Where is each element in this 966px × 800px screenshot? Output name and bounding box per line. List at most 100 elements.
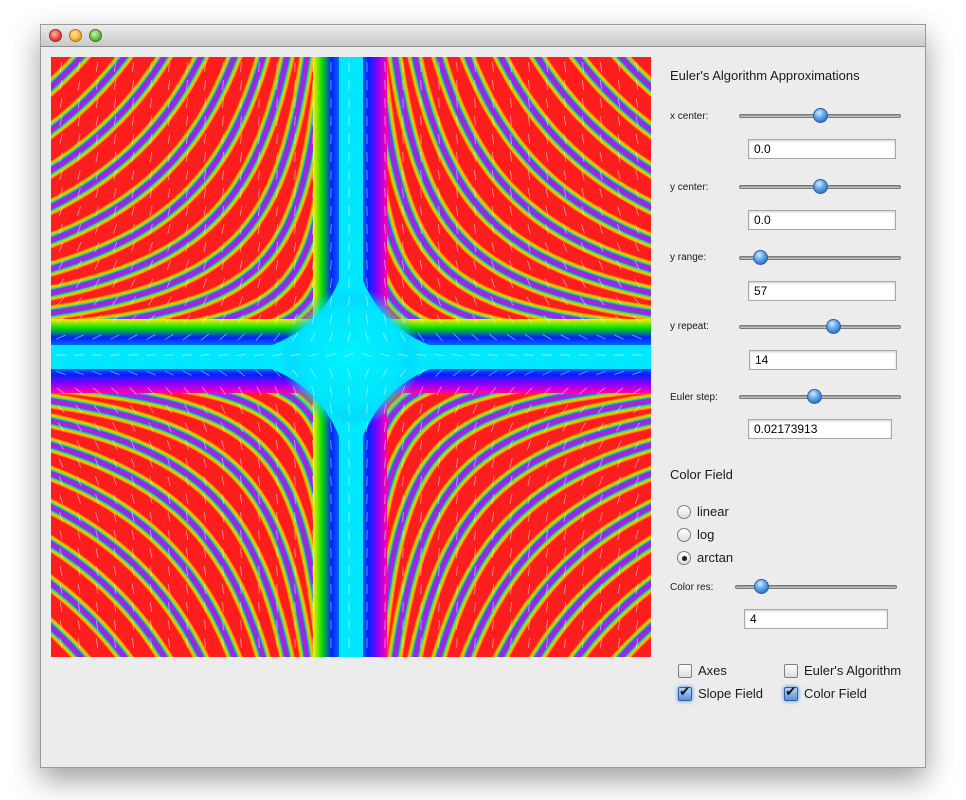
- y-repeat-field[interactable]: [749, 350, 897, 370]
- slope-mark: [113, 98, 117, 108]
- slope-mark: [491, 278, 495, 288]
- slope-mark: [438, 619, 440, 631]
- slope-mark: [528, 79, 530, 91]
- slope-mark: [491, 512, 495, 522]
- slope-mark: [93, 296, 101, 306]
- slope-mark: [59, 566, 63, 576]
- slope-mark: [635, 170, 639, 180]
- slope-mark: [454, 386, 460, 396]
- slope-mark: [167, 494, 171, 504]
- slope-mark: [597, 315, 605, 323]
- slope-mark: [509, 151, 513, 163]
- checkbox-slope-field[interactable]: ✔ Slope Field: [678, 685, 778, 704]
- slope-mark: [95, 548, 99, 558]
- x-center-slider[interactable]: [739, 108, 901, 124]
- slope-mark: [200, 370, 210, 376]
- slope-mark: [401, 439, 405, 451]
- slope-mark: [148, 440, 154, 450]
- slope-mark: [238, 386, 244, 396]
- slope-mark: [113, 494, 117, 504]
- minimize-button[interactable]: [69, 29, 82, 42]
- slope-mark: [419, 296, 423, 306]
- slope-field-plot[interactable]: [51, 57, 651, 657]
- slope-mark: [401, 278, 405, 288]
- slope-mark: [111, 296, 119, 306]
- slope-mark: [344, 352, 354, 358]
- slope-mark: [294, 565, 296, 577]
- checkbox-box[interactable]: ✔: [784, 685, 798, 701]
- slope-mark: [596, 370, 606, 376]
- color-band-curve: [51, 57, 289, 295]
- checkbox-box[interactable]: ✔: [678, 685, 692, 701]
- y-range-slider[interactable]: [739, 250, 901, 266]
- slider-knob[interactable]: [753, 579, 769, 594]
- y-center-field[interactable]: [748, 210, 896, 230]
- slope-mark: [131, 79, 135, 91]
- slope-mark: [186, 115, 188, 127]
- zoom-button[interactable]: [89, 29, 102, 42]
- slider-knob[interactable]: [813, 179, 828, 194]
- slope-mark: [203, 512, 207, 522]
- slope-mark: [528, 601, 530, 613]
- x-center-field[interactable]: [748, 139, 896, 159]
- slope-mark: [546, 61, 548, 73]
- slope-mark: [437, 223, 441, 235]
- radio-log[interactable]: log: [677, 527, 797, 545]
- slider-knob[interactable]: [806, 389, 822, 404]
- slope-mark: [77, 134, 81, 144]
- slope-mark: [510, 601, 512, 613]
- radio-button[interactable]: [677, 505, 691, 519]
- slope-mark: [402, 475, 404, 487]
- radio-button[interactable]: [677, 528, 691, 542]
- slope-mark: [167, 152, 171, 162]
- euler-step-field[interactable]: [748, 419, 892, 439]
- slope-mark: [487, 354, 499, 356]
- radio-arctan[interactable]: arctan: [677, 550, 797, 568]
- slope-mark: [127, 354, 139, 356]
- x-center-label: x center:: [670, 111, 709, 122]
- slope-mark: [112, 422, 118, 432]
- slope-mark: [58, 224, 64, 234]
- slider-knob[interactable]: [825, 319, 841, 334]
- euler-step-slider[interactable]: [739, 389, 901, 405]
- slider-knob[interactable]: [753, 250, 769, 265]
- y-repeat-slider[interactable]: [739, 319, 901, 335]
- color-res-field[interactable]: [744, 609, 888, 629]
- slope-mark: [113, 170, 117, 180]
- checkbox-axes[interactable]: Axes: [678, 663, 768, 681]
- slope-mark: [563, 79, 567, 91]
- color-band-curve: [51, 57, 309, 315]
- slope-mark: [509, 494, 513, 504]
- slope-mark: [293, 278, 297, 288]
- slope-mark: [329, 314, 333, 324]
- checkbox-box[interactable]: [678, 664, 692, 678]
- color-res-slider[interactable]: [735, 579, 897, 595]
- slope-mark: [362, 353, 372, 357]
- slope-mark: [563, 97, 567, 109]
- y-range-field[interactable]: [748, 281, 896, 301]
- slope-mark: [240, 583, 242, 595]
- slope-mark: [186, 637, 188, 649]
- slope-mark: [239, 242, 243, 252]
- close-button[interactable]: [49, 29, 62, 42]
- checkbox-box[interactable]: [784, 664, 798, 678]
- slope-mark: [527, 512, 531, 522]
- slope-mark: [492, 79, 494, 91]
- slope-mark: [168, 79, 170, 91]
- checkbox-eulers-algorithm[interactable]: Euler's Algorithm: [784, 663, 914, 681]
- radio-linear[interactable]: linear: [677, 504, 797, 522]
- checkbox-color-field[interactable]: ✔ Color Field: [784, 685, 884, 704]
- slope-mark: [563, 566, 567, 576]
- slope-mark: [93, 315, 101, 323]
- slope-mark: [455, 422, 459, 432]
- slope-mark: [294, 223, 296, 235]
- radio-button[interactable]: [677, 551, 691, 565]
- slope-mark: [563, 170, 567, 180]
- slope-mark: [402, 151, 404, 163]
- slider-knob[interactable]: [813, 108, 828, 123]
- title-bar[interactable]: [41, 25, 925, 47]
- slope-mark: [240, 619, 242, 631]
- y-center-slider[interactable]: [739, 179, 901, 195]
- slope-mark: [456, 187, 458, 199]
- slope-mark: [527, 530, 531, 540]
